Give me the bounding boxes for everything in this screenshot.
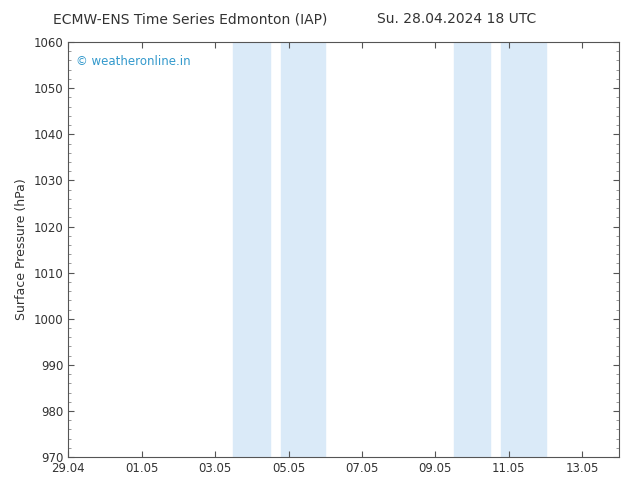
Bar [281,42,325,457]
Bar [233,42,270,457]
Bar [454,42,491,457]
Text: © weatheronline.in: © weatheronline.in [77,54,191,68]
Text: ECMW-ENS Time Series Edmonton (IAP): ECMW-ENS Time Series Edmonton (IAP) [53,12,327,26]
Text: Su. 28.04.2024 18 UTC: Su. 28.04.2024 18 UTC [377,12,536,26]
Bar [501,42,545,457]
Y-axis label: Surface Pressure (hPa): Surface Pressure (hPa) [15,179,28,320]
